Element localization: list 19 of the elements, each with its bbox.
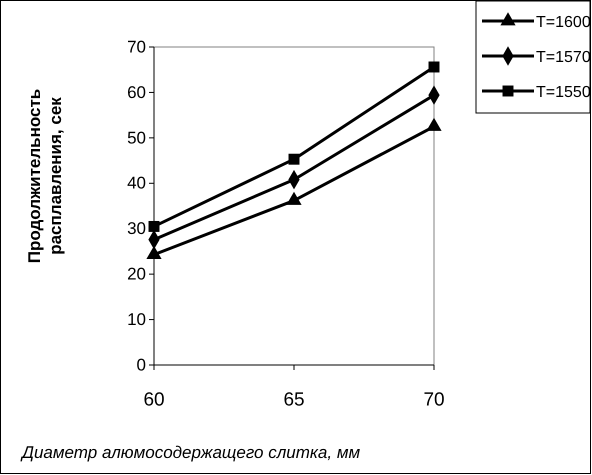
point xyxy=(148,220,160,232)
legend-label: T=1600 xyxy=(536,14,591,31)
x-tick-label: 65 xyxy=(283,389,305,410)
x-axis-title: Диаметр алюмосодержащего слитка, мм xyxy=(20,443,360,462)
point xyxy=(428,62,440,72)
x-tick-label: 70 xyxy=(423,389,445,410)
y-tick-label: 40 xyxy=(127,174,146,193)
x-tick-label: 60 xyxy=(143,389,165,410)
y-tick-label: 70 xyxy=(127,37,146,56)
y-axis-title: Продолжительность расплавления, сек xyxy=(25,88,65,264)
y-tick-label: 30 xyxy=(127,219,146,238)
y-tick-label: 60 xyxy=(127,82,146,102)
y-tick-label: 20 xyxy=(127,264,146,284)
y-tick-label: 50 xyxy=(127,128,146,148)
legend-label: T=1550 xyxy=(536,84,591,101)
y-tick-label: 0 xyxy=(136,355,146,374)
point xyxy=(288,154,300,165)
y-tick-label: 10 xyxy=(127,310,146,330)
legend-label: T=1570 xyxy=(536,49,591,66)
